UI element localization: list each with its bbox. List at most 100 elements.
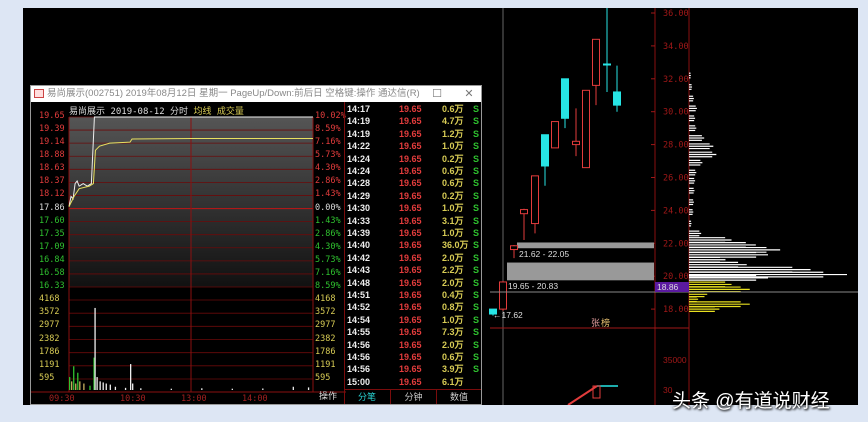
trade-row: 14:29 19.65 0.2万 S	[345, 190, 482, 202]
price-tick: 17.86	[39, 202, 65, 213]
current-price-badge	[655, 282, 689, 292]
pct-tick: 7.16%	[315, 267, 341, 278]
pct-tick: 4.30%	[315, 163, 341, 174]
price-tick: 19.65	[39, 111, 65, 121]
pct-tick: 5.73%	[315, 150, 341, 161]
trade-price: 19.65	[399, 141, 422, 152]
trade-time: 14:42	[347, 252, 371, 263]
price-tick: 19.14	[39, 137, 65, 148]
pct-tick: 1.43%	[315, 215, 341, 226]
trade-price: 19.65	[399, 302, 422, 313]
trade-volume: 0.4万	[442, 290, 464, 300]
candle-body	[520, 209, 528, 215]
trade-side: S	[473, 104, 480, 114]
price-axis-label: 24.00	[663, 206, 689, 216]
volume-bar	[79, 381, 81, 390]
volume-bar	[130, 364, 132, 390]
price-tick: 17.60	[39, 215, 65, 226]
tab-values[interactable]: 数值	[436, 390, 481, 404]
volume-bar	[75, 383, 77, 390]
trade-time: 14:51	[347, 290, 371, 300]
price-line	[68, 116, 313, 207]
maximize-button[interactable]: ☐	[432, 88, 442, 100]
trade-row: 14:56 19.65 0.6万 S	[345, 351, 482, 363]
price-axis-label: 20.00	[663, 272, 689, 282]
candle-body	[572, 140, 580, 146]
pct-tick: 4.30%	[315, 241, 341, 252]
action-button[interactable]: 操作	[318, 391, 337, 401]
trade-volume: 0.2万	[442, 153, 464, 164]
window-titlebar[interactable]: 易尚展示(002751) 2019年08月12日 星期一 PageUp/Down…	[31, 86, 481, 102]
candle-body	[592, 38, 600, 86]
trade-time: 14:30	[347, 203, 371, 214]
volume-tick: 1786	[315, 346, 336, 357]
trade-volume: 1.0万	[442, 203, 464, 214]
trade-volume: 0.6万	[442, 166, 464, 176]
volume-bar	[201, 388, 203, 390]
trade-row: 14:30 19.65 1.0万 S	[345, 202, 482, 214]
volume-bar	[170, 388, 172, 390]
trade-row: 14:52 19.65 0.8万 S	[345, 301, 482, 313]
trade-row: 14:28 19.65 0.6万 S	[345, 177, 482, 189]
tab-ticks[interactable]: 分笔	[357, 392, 376, 402]
trade-price: 19.65	[399, 215, 422, 226]
trade-side: S	[473, 128, 480, 139]
trade-side: S	[473, 327, 480, 338]
trade-row: 14:33 19.65 3.1万 S	[345, 215, 482, 227]
price-tick: 16.33	[39, 281, 65, 291]
trade-volume: 0.2万	[442, 190, 464, 201]
resistance-zone-2	[507, 262, 654, 281]
trade-price: 19.65	[399, 116, 422, 127]
price-axis-label: 18.00	[663, 305, 689, 315]
trade-time: 14:29	[347, 190, 371, 201]
trade-time: 14:56	[347, 352, 371, 362]
trade-time: 14:19	[347, 116, 371, 127]
intraday-window[interactable]: 易尚展示(002751) 2019年08月12日 星期一 PageUp/Down…	[30, 85, 482, 405]
pct-tick: 5.73%	[315, 254, 341, 265]
trade-side: S	[473, 314, 480, 325]
price-tick: 17.35	[39, 228, 65, 239]
close-button[interactable]: ✕	[464, 88, 474, 100]
price-axis-label: 22.00	[663, 239, 689, 249]
tab-minutes[interactable]: 分钟	[390, 390, 436, 404]
trade-row: 14:42 19.65 2.0万 S	[345, 252, 482, 264]
price-tick: 18.12	[39, 189, 65, 200]
volume-tick: 1191	[315, 359, 336, 370]
volume-bar	[262, 388, 264, 390]
trade-side: S	[473, 166, 480, 176]
volume-bar	[124, 387, 127, 390]
pct-tick: 2.86%	[315, 228, 341, 239]
volume-bar	[307, 387, 310, 390]
trade-volume: 1.0万	[442, 141, 464, 152]
candle-body	[551, 121, 559, 149]
volume-tick: 1786	[39, 346, 60, 357]
volume-bar	[105, 383, 107, 390]
average-line	[68, 138, 313, 207]
avg-line-label[interactable]: 均线	[193, 107, 212, 117]
trade-side: S	[473, 302, 480, 313]
trade-side: S	[473, 116, 480, 127]
trade-list[interactable]: 14:17 19.65 0.6万 S 14:19 19.65 4.7万 S 14:19 19.65…	[344, 102, 481, 404]
pct-tick: 8.59%	[315, 124, 341, 135]
zone-label-2: 19.65 - 20.83	[508, 281, 558, 291]
candle-body	[561, 78, 569, 119]
trade-row: 14:24 19.65 0.6万 S	[345, 165, 482, 177]
volume-bar	[132, 383, 134, 390]
trade-price: 19.65	[399, 128, 422, 139]
volume-tick: 595	[315, 373, 331, 383]
trade-volume: 3.1万	[442, 215, 464, 226]
volume-tick: 2382	[39, 333, 60, 344]
volume-label[interactable]: 成交量	[216, 107, 244, 117]
trade-price: 19.65	[399, 327, 422, 338]
trade-side: S	[473, 141, 480, 152]
current-price: 18.86	[657, 282, 679, 292]
price-tick: 17.09	[39, 241, 65, 252]
pct-tick: 2.86%	[315, 176, 341, 187]
trade-price: 19.65	[399, 178, 422, 189]
intraday-chart[interactable]: 09:30 10:30 13:00 14:00	[31, 102, 346, 404]
low-price-label: ←17.62	[493, 310, 523, 320]
kline-chart[interactable]: 36.00 34.00 32.00 30.00 28.00 26.00 24.00 22.00…	[23, 4, 858, 406]
price-axis-label: 34.00	[663, 42, 689, 52]
trade-time: 14:24	[347, 153, 371, 164]
trade-volume: 0.8万	[442, 302, 464, 313]
